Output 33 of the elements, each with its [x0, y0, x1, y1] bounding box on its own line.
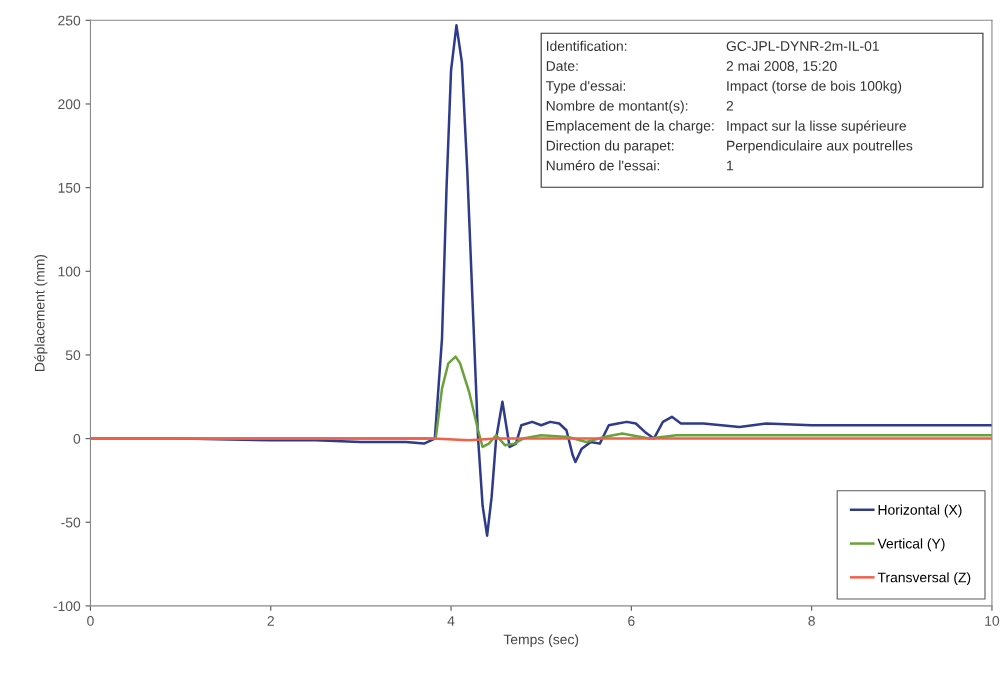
y-tick-label: -100 — [53, 601, 81, 612]
annotation: 2 mai 2008, 15:20 — [726, 60, 837, 73]
x-tick-label: 4 — [447, 616, 455, 626]
y-tick-label: 100 — [58, 266, 81, 277]
annotation: Identification: — [546, 40, 627, 52]
x-tick-label: 2 — [267, 616, 274, 626]
y-axis-title: Déplacement (mm) — [34, 254, 48, 372]
x-tick-label: 10 — [985, 616, 1000, 626]
annotation: Date: — [546, 61, 578, 71]
annotation: GC-JPL-DYNR-2m-IL-01 — [726, 41, 879, 52]
y-tick-label: 0 — [73, 433, 81, 444]
legend-label: Transversal (Z) — [877, 572, 971, 586]
annotation: 2 — [726, 100, 734, 111]
annotation: Perpendiculaire aux poutrelles — [727, 140, 913, 154]
x-tick-label: 8 — [808, 616, 815, 626]
annotation: Emplacement de la charge: — [546, 120, 714, 134]
annotation: 1 — [727, 160, 734, 171]
annotation: Nombre de montant(s): — [546, 100, 688, 114]
x-axis-title: Temps (sec) — [503, 634, 579, 648]
annotation: Type d'essai: — [546, 80, 626, 94]
annotation: Direction du parapet: — [546, 140, 674, 154]
annotation: Numéro de l'essai: — [546, 160, 660, 171]
legend-label: Vertical (Y) — [877, 538, 945, 552]
y-tick-label: -50 — [61, 517, 81, 528]
legend-label: Horizontal (X) — [878, 504, 962, 518]
y-tick-label: 50 — [65, 350, 81, 361]
y-tick-label: 250 — [58, 15, 81, 26]
x-tick-label: 6 — [628, 616, 635, 626]
y-tick-label: 150 — [58, 182, 81, 193]
annotation: Impact sur la lisse supérieure — [727, 120, 907, 134]
y-tick-label: 200 — [58, 99, 81, 110]
x-tick-label: 0 — [87, 616, 94, 626]
annotation: Impact (torse de bois 100kg) — [727, 80, 902, 94]
